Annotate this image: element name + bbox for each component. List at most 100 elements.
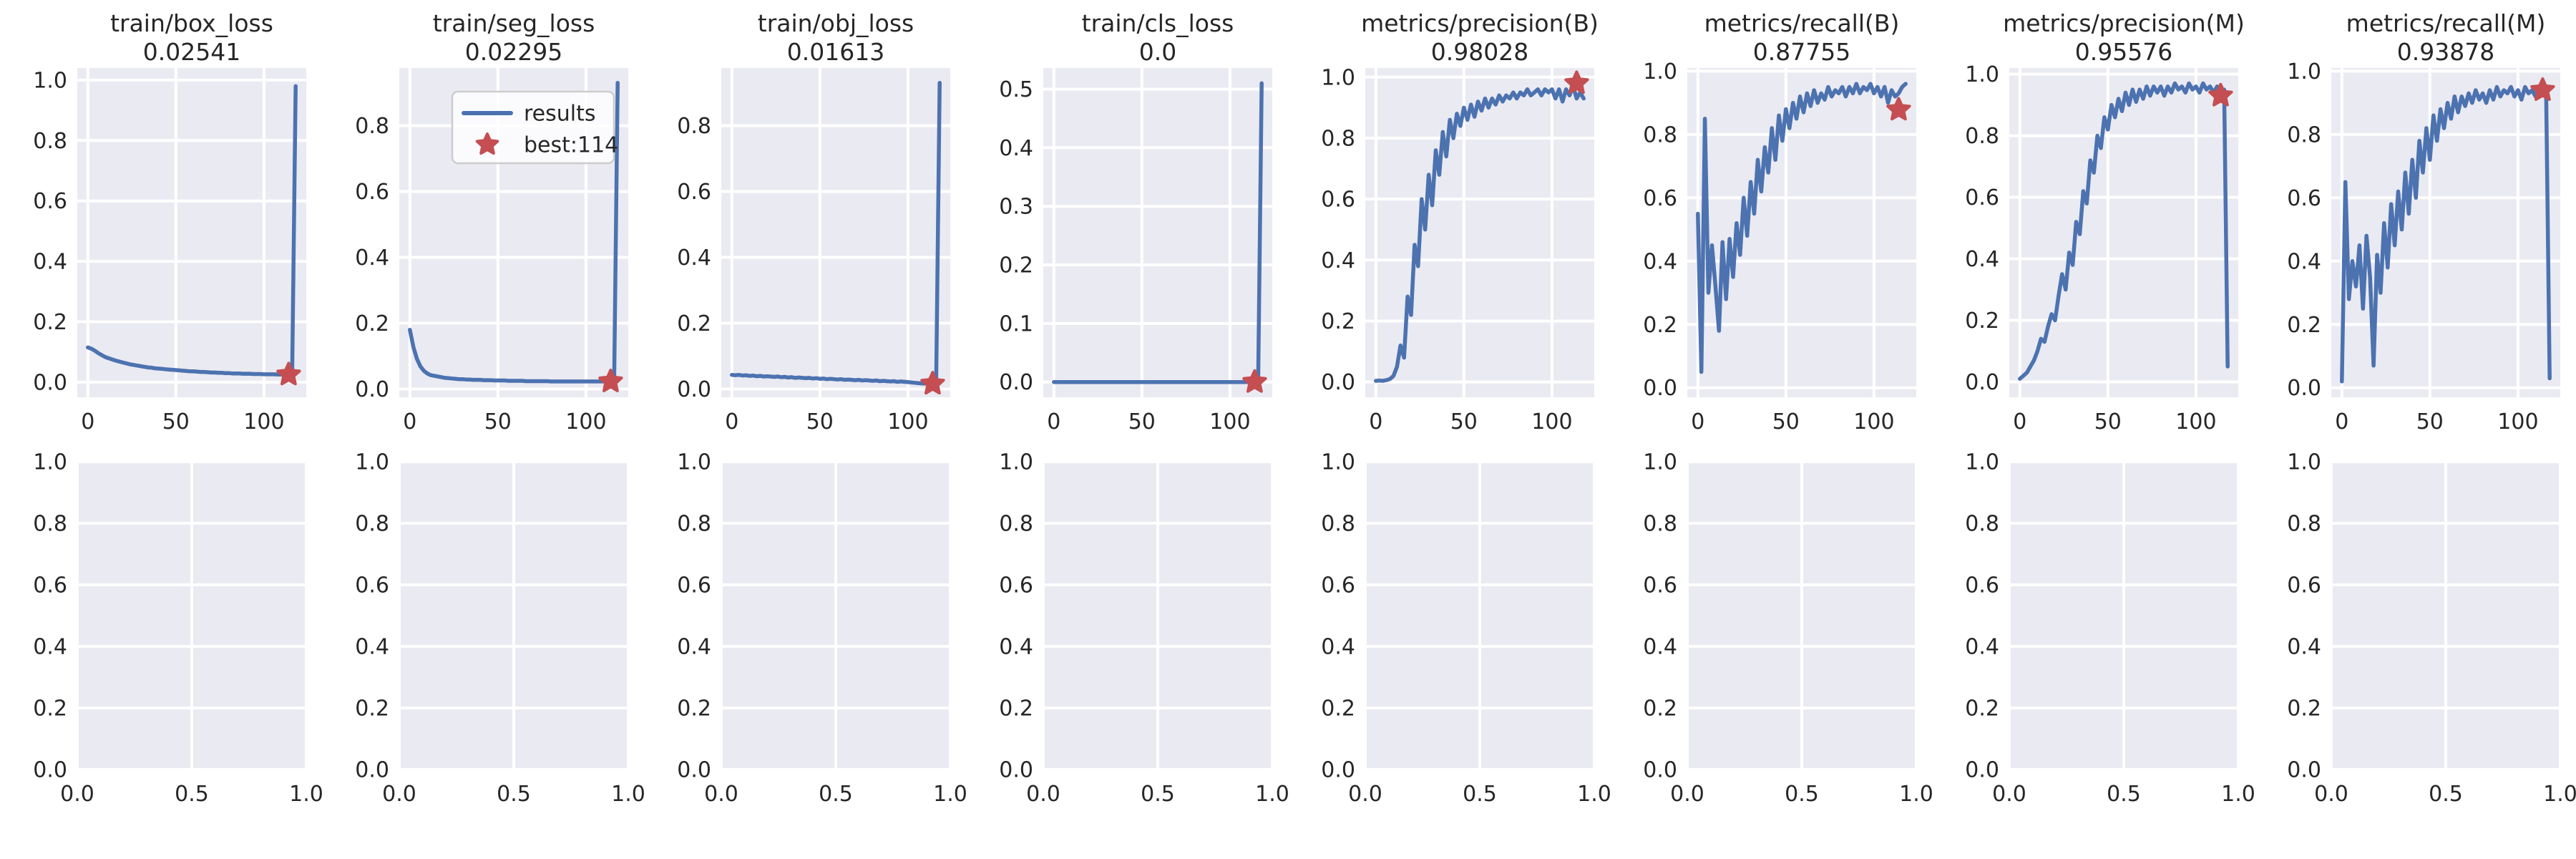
x-tick-label: 100 xyxy=(565,409,606,430)
y-tick-label: 0.8 xyxy=(1321,127,1355,152)
gridlines xyxy=(1043,68,1272,397)
axes-background xyxy=(1687,68,1916,397)
y-tick-label: 0.8 xyxy=(33,129,67,154)
y-tick-label: 0.8 xyxy=(1643,512,1677,537)
gridlines xyxy=(77,68,306,397)
subplot-train-seg-loss: 0.0 0.2 0.4 0.6 0.8 0 50 100 train/seg_loss 0.022… xyxy=(322,0,644,430)
y-tick-label: 0.0 xyxy=(677,377,711,402)
tick-labels: 0.0 0.1 0.2 0.3 0.4 0.5 0 50 100 xyxy=(999,77,1250,430)
tick-labels: 0.0 0.2 0.4 0.6 0.8 1.0 0.0 0.5 1.0 xyxy=(33,450,322,807)
x-tick-label: 1.0 xyxy=(1899,782,1932,807)
results-line xyxy=(2340,84,2552,384)
y-tick-label: 0.6 xyxy=(355,180,389,205)
x-tick-label: 0.0 xyxy=(382,782,416,807)
x-tick-label: 1.0 xyxy=(2221,782,2254,807)
x-tick-label: 0.0 xyxy=(1670,782,1704,807)
subplot-metrics-recall-b: 0.0 0.2 0.4 0.6 0.8 1.0 0 50 100 metrics/recall(B… xyxy=(1610,0,1932,430)
tick-labels: 0.0 0.2 0.4 0.6 0.8 1.0 0.0 0.5 1.0 xyxy=(2287,450,2576,807)
best-epoch-star-icon xyxy=(1886,97,1911,121)
y-tick-label: 0.0 xyxy=(999,758,1033,783)
subplot-title: train/seg_loss xyxy=(433,9,595,37)
y-tick-label: 0.4 xyxy=(677,246,711,271)
x-tick-label: 0 xyxy=(1047,409,1060,430)
x-tick-label: 0.5 xyxy=(1141,782,1175,807)
y-tick-label: 0.0 xyxy=(33,370,67,395)
y-tick-label: 1.0 xyxy=(2287,59,2321,84)
tick-labels: 0.0 0.2 0.4 0.6 0.8 1.0 0.0 0.5 1.0 xyxy=(355,450,644,807)
best-epoch-star-icon xyxy=(1564,70,1589,94)
subplot-title: train/obj_loss xyxy=(758,9,914,37)
axes-background xyxy=(721,68,950,397)
y-tick-label: 0.2 xyxy=(33,310,67,335)
y-tick-label: 0.4 xyxy=(1965,247,1999,272)
y-tick-label: 0.8 xyxy=(1965,124,1999,149)
subplot-final-value: 0.02295 xyxy=(465,38,562,66)
subplot-metrics-precision-b: 0.0 0.2 0.4 0.6 0.8 1.0 0 50 100 metrics/precisio… xyxy=(1288,0,1610,430)
x-tick-label: 50 xyxy=(1772,409,1800,430)
y-tick-label: 0.4 xyxy=(33,250,67,275)
x-tick-label: 0 xyxy=(725,409,738,430)
y-tick-label: 0.4 xyxy=(1321,635,1355,660)
best-epoch-star-icon xyxy=(1242,369,1267,393)
y-tick-label: 0.0 xyxy=(1965,758,1999,783)
legend: results best:114 xyxy=(451,90,618,165)
y-tick-label: 0.6 xyxy=(1643,573,1677,598)
y-tick-label: 0.0 xyxy=(1965,370,1999,395)
y-tick-label: 0.0 xyxy=(355,377,389,402)
x-tick-label: 1.0 xyxy=(289,782,322,807)
x-tick-label: 100 xyxy=(2175,409,2216,430)
axes-background xyxy=(1043,68,1272,397)
x-tick-label: 0 xyxy=(1691,409,1704,430)
y-tick-label: 1.0 xyxy=(33,68,67,93)
tick-labels: 0.0 0.2 0.4 0.6 0.8 1.0 0.0 0.5 1.0 xyxy=(677,450,966,807)
axes-background xyxy=(2009,68,2238,397)
y-tick-label: 0.0 xyxy=(355,758,389,783)
gridlines xyxy=(398,460,630,771)
y-tick-label: 0.6 xyxy=(677,180,711,205)
results-line xyxy=(1696,82,1908,374)
x-tick-label: 0 xyxy=(1369,409,1382,430)
best-epoch-star-icon xyxy=(598,368,623,392)
y-tick-label: 1.0 xyxy=(1321,65,1355,90)
subplot-train-cls-loss: 0.0 0.1 0.2 0.3 0.4 0.5 0 50 100 train/cls_loss 0.… xyxy=(966,0,1288,430)
x-tick-label: 1.0 xyxy=(1255,782,1288,807)
subplot-final-value: 0.98028 xyxy=(1431,38,1528,66)
x-tick-label: 100 xyxy=(1531,409,1572,430)
y-tick-label: 0.0 xyxy=(33,758,67,783)
y-tick-label: 0.0 xyxy=(1321,370,1355,395)
y-tick-label: 1.0 xyxy=(999,450,1033,475)
y-tick-label: 0.1 xyxy=(999,311,1033,336)
y-tick-label: 0.4 xyxy=(355,635,389,660)
y-tick-label: 0.6 xyxy=(1965,573,1999,598)
x-tick-label: 50 xyxy=(2416,409,2444,430)
y-tick-label: 0.6 xyxy=(1321,573,1355,598)
tick-labels: 0.0 0.2 0.4 0.6 0.8 1.0 0.0 0.5 1.0 xyxy=(1643,450,1932,807)
empty-subplot-2-svg: 0.0 0.2 0.4 0.6 0.8 1.0 0.0 0.5 1.0 xyxy=(355,450,644,807)
y-tick-label: 0.0 xyxy=(999,370,1033,395)
gridlines xyxy=(720,460,952,771)
y-tick-label: 0.2 xyxy=(2287,697,2321,722)
subplot-final-value: 0.87755 xyxy=(1753,38,1850,66)
y-tick-label: 0.8 xyxy=(2287,512,2321,537)
subplot-title: metrics/precision(B) xyxy=(1361,9,1599,37)
y-tick-label: 0.8 xyxy=(355,114,389,139)
y-tick-label: 0.6 xyxy=(1321,188,1355,213)
subplot-metrics-precision-m: 0.0 0.2 0.4 0.6 0.8 1.0 0 50 100 metrics/precisio… xyxy=(1932,0,2254,430)
subplot-title: metrics/precision(M) xyxy=(2003,9,2245,37)
y-tick-label: 0.8 xyxy=(33,512,67,537)
y-tick-label: 0.8 xyxy=(2287,122,2321,147)
gridlines xyxy=(1365,68,1594,397)
gridlines xyxy=(1686,460,1918,771)
y-tick-label: 0.8 xyxy=(677,512,711,537)
tick-labels: 0.0 0.2 0.4 0.6 0.8 1.0 0.0 0.5 1.0 xyxy=(1965,450,2254,807)
y-tick-label: 0.2 xyxy=(677,697,711,722)
subplot-empty-subplot-8: 0.0 0.2 0.4 0.6 0.8 1.0 0.0 0.5 1.0 xyxy=(2254,430,2576,859)
tick-labels: 0.0 0.2 0.4 0.6 0.8 1.0 0 50 100 xyxy=(2287,59,2538,430)
results-line xyxy=(730,80,942,386)
x-tick-label: 0.0 xyxy=(704,782,738,807)
y-tick-label: 0.4 xyxy=(2287,249,2321,274)
train-box-loss-svg: 0.00.20.40.60.81.00 50 100train/box_loss0.… xyxy=(33,9,306,430)
tick-labels: 0.0 0.2 0.4 0.6 0.8 1.0 0 50 100 xyxy=(1965,62,2216,430)
subplot-title: train/cls_loss xyxy=(1082,9,1234,37)
